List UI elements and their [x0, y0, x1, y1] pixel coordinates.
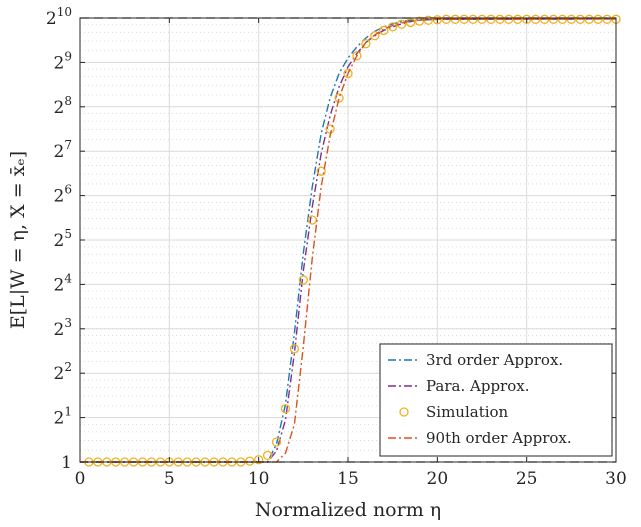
- y-tick-label: 27: [54, 138, 72, 162]
- data-point: [245, 456, 255, 466]
- legend-label: Para. Approx.: [426, 377, 529, 395]
- data-point: [370, 31, 380, 41]
- series-line-90th-order-approx-: [80, 18, 617, 463]
- data-point: [414, 16, 425, 26]
- legend-box: [379, 343, 613, 457]
- data-point: [316, 166, 326, 176]
- y-tick-label: 25: [54, 227, 72, 251]
- data-point: [271, 437, 282, 447]
- legend-label: 3rd order Approx.: [426, 351, 563, 369]
- legend: 3rd order Approx. Para. Approx. Simulation…: [379, 343, 613, 457]
- data-point: [289, 344, 300, 354]
- legend-label: 90th order Approx.: [426, 429, 572, 447]
- y-axis-title: E[L|W = η, X = x̄ₑ]: [7, 151, 29, 329]
- data-point: [361, 39, 371, 49]
- data-point: [262, 450, 273, 460]
- y-tick-label: 24: [54, 271, 73, 295]
- x-tick-label: 30: [605, 469, 627, 489]
- data-point: [254, 455, 264, 465]
- x-axis-title: Normalized norm η: [255, 499, 441, 521]
- x-tick-label: 10: [248, 469, 270, 489]
- series-layer: [80, 14, 621, 467]
- grid: [79, 17, 617, 463]
- y-tick-label: 26: [54, 183, 72, 207]
- x-tick-labels: 0 5 10 15 20 25 30: [75, 469, 627, 489]
- y-tick-label: 210: [46, 5, 72, 29]
- y-tick-label: 21: [54, 405, 72, 429]
- series-line-3rd-order-approx-: [80, 18, 617, 463]
- x-tick-label: 25: [516, 469, 538, 489]
- data-point: [334, 93, 344, 103]
- legend-marker: [399, 407, 409, 417]
- y-tick-label: 28: [54, 94, 72, 118]
- y-tick-label: 1: [61, 453, 72, 473]
- y-tick-labels: 1 21 22 23 24 25 26 27 28 29 210: [46, 5, 72, 473]
- legend-label: Simulation: [426, 403, 509, 421]
- data-point: [307, 215, 317, 225]
- x-tick-label: 0: [75, 469, 86, 489]
- series-line-para-approx-: [80, 18, 617, 463]
- x-tick-label: 20: [427, 469, 449, 489]
- x-tick-label: 15: [337, 469, 359, 489]
- y-tick-label: 23: [54, 316, 72, 340]
- data-point: [379, 25, 389, 36]
- y-tick-label: 29: [54, 49, 72, 73]
- data-point: [352, 51, 362, 61]
- data-point: [280, 404, 291, 414]
- x-tick-label: 5: [164, 469, 175, 489]
- y-tick-label: 22: [54, 360, 72, 384]
- data-point: [343, 68, 353, 79]
- data-point: [298, 275, 308, 285]
